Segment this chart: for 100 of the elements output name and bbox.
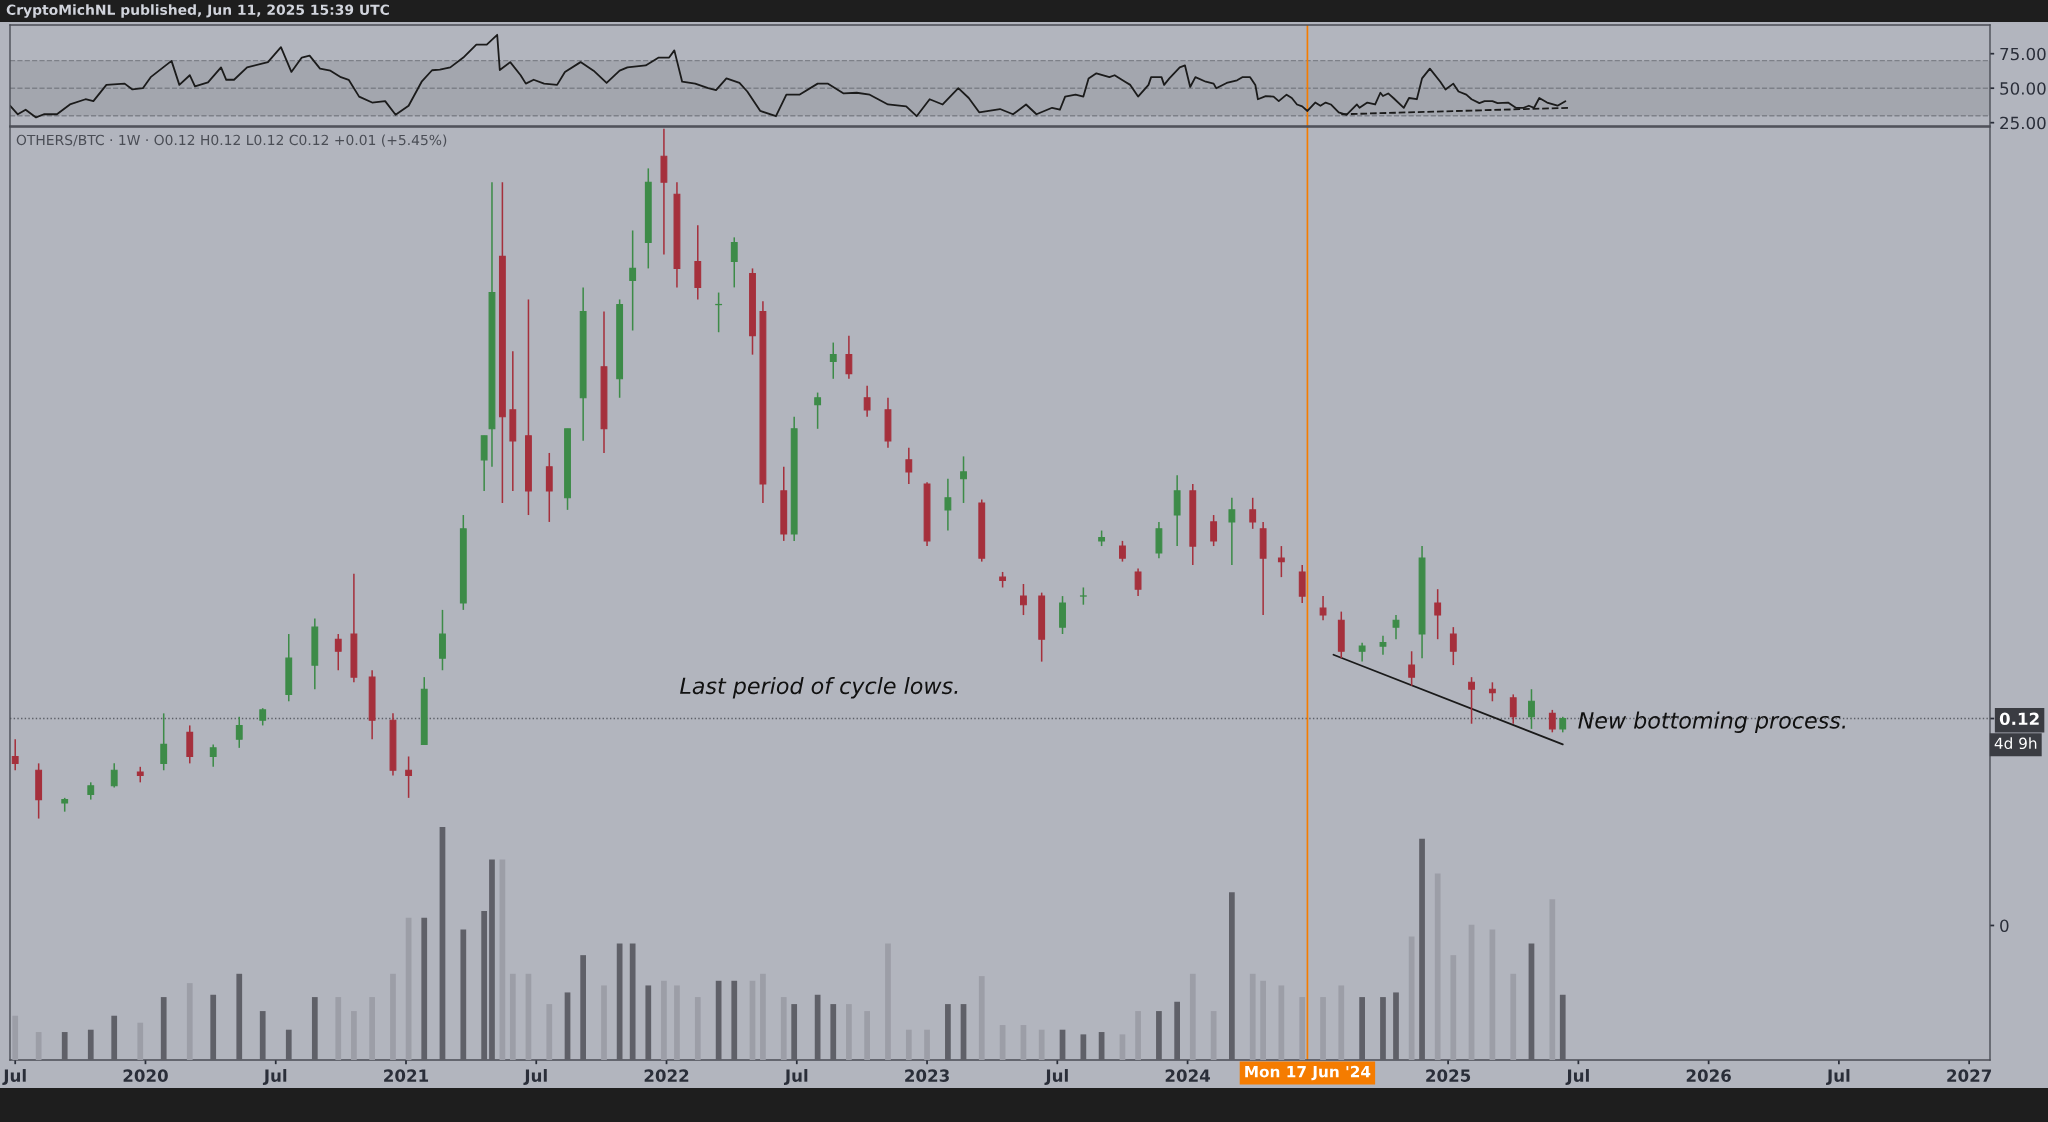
x-tick-label: 2021	[384, 1069, 429, 1082]
candlestick	[334, 633, 342, 672]
bar	[1299, 997, 1306, 1060]
x-tick-label: Jul	[783, 1069, 808, 1086]
bar	[509, 973, 516, 1060]
bar	[1450, 955, 1457, 1060]
y-tick-label: 75.00	[2000, 47, 2046, 61]
bar	[285, 1029, 292, 1060]
x-tick-label: 2024	[1165, 1069, 1211, 1082]
bar	[1229, 892, 1235, 1060]
x-tick-label: 2025	[1426, 1069, 1471, 1082]
text: 4d 9h	[1994, 737, 2037, 750]
candlestick	[1358, 641, 1366, 663]
bar	[421, 917, 428, 1060]
bar	[1380, 997, 1386, 1060]
candlestick	[405, 755, 413, 799]
bar	[1174, 1001, 1181, 1060]
bar	[351, 1011, 357, 1060]
bar	[629, 943, 636, 1060]
bar	[1260, 980, 1266, 1060]
y-tick-label: 50.00	[2000, 82, 2046, 95]
candlestick	[110, 762, 118, 789]
chart-title: CryptoMichNL published, Jun 11, 2025 15:39 UTC	[6, 4, 389, 18]
candlestick	[1392, 614, 1400, 640]
x-tick-label: 2027	[1947, 1069, 1992, 1082]
bar	[369, 997, 375, 1060]
bar	[1156, 1011, 1162, 1060]
bar	[210, 994, 217, 1060]
bar	[645, 985, 652, 1060]
candlestick	[1509, 693, 1517, 725]
x-tick-label: Jul	[1826, 1069, 1850, 1086]
bar	[137, 1022, 144, 1060]
candlestick	[1488, 681, 1496, 703]
bar	[311, 997, 318, 1060]
bar	[760, 973, 766, 1060]
candlestick	[1548, 709, 1556, 734]
bar	[87, 1029, 94, 1060]
candlestick	[11, 738, 19, 772]
x-tick-label: Jul	[262, 1069, 287, 1086]
bar	[846, 1004, 852, 1060]
candlestick	[960, 455, 967, 504]
candlestick	[829, 341, 837, 380]
candlestick	[1434, 588, 1442, 640]
bar	[61, 1032, 68, 1060]
bar	[1393, 992, 1399, 1060]
y-tick-label: 0.12	[1999, 712, 2039, 726]
bar	[35, 1032, 42, 1060]
candlestick	[209, 743, 217, 768]
candlestick	[1210, 514, 1218, 547]
bar	[791, 1004, 798, 1060]
x-tick-label: 2020	[123, 1069, 168, 1082]
bar	[259, 1011, 266, 1060]
y-tick-label: 25.00	[2000, 116, 2046, 130]
bar	[924, 1029, 930, 1060]
candlestick	[1134, 567, 1142, 597]
y-tick-label: 0	[2000, 919, 2009, 933]
candlestick	[1408, 650, 1416, 687]
bar	[160, 997, 167, 1060]
candlestick	[863, 384, 871, 418]
bar	[1189, 973, 1196, 1060]
bar	[580, 955, 587, 1060]
bar	[1434, 873, 1441, 1060]
candlestick	[1020, 583, 1027, 616]
bar	[1338, 985, 1345, 1060]
bar	[905, 1029, 912, 1060]
bar	[460, 929, 467, 1060]
bar	[830, 1004, 837, 1060]
bar	[1320, 997, 1326, 1060]
bar	[489, 859, 495, 1060]
candlestick	[1319, 595, 1327, 621]
candlestick	[629, 229, 637, 332]
bar	[1038, 1029, 1045, 1060]
x-tick-label: Jul	[523, 1069, 547, 1086]
x-tick-label: Jul	[1565, 1069, 1589, 1086]
annotation: Last period of cycle lows.	[680, 676, 958, 699]
candlestick	[845, 334, 853, 380]
candlestick	[1277, 545, 1285, 578]
candlestick	[1528, 688, 1535, 730]
bar	[390, 973, 396, 1060]
bar	[546, 1004, 553, 1060]
candlestick	[160, 712, 168, 772]
candlestick	[235, 716, 243, 749]
bar	[335, 997, 342, 1060]
bar	[661, 980, 667, 1060]
x-tick-label: 2022	[644, 1069, 689, 1082]
bar	[1510, 973, 1517, 1060]
annotation: New bottoming process.	[1578, 711, 1845, 734]
candlestick	[1119, 540, 1126, 563]
line-series	[10, 33, 1567, 119]
bar	[1135, 1011, 1141, 1060]
candlestick	[1449, 626, 1457, 666]
chart-title: OTHERS/BTC · 1W · O0.12 H0.12 L0.12 C0.12 +0.01 (+5.45%)	[16, 134, 447, 147]
bar	[1549, 899, 1556, 1060]
bar	[885, 943, 891, 1060]
bar	[1249, 973, 1256, 1060]
bar	[864, 1011, 870, 1060]
bar	[186, 983, 193, 1060]
bar	[236, 973, 243, 1060]
bar	[978, 976, 985, 1060]
candlestick	[905, 447, 913, 485]
